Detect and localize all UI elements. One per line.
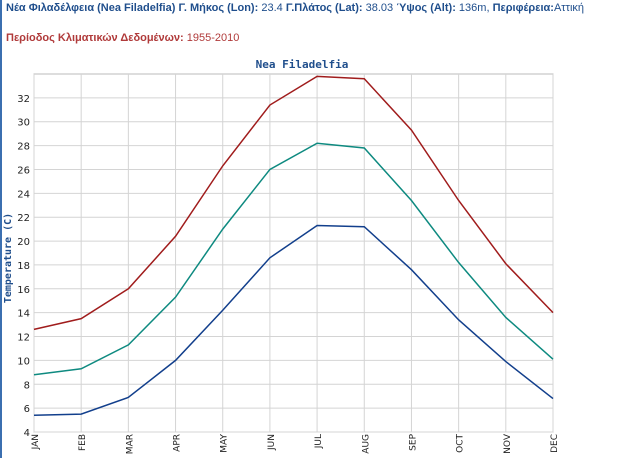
region: Αττική <box>553 2 585 14</box>
y-tick-label: 8 <box>24 380 30 391</box>
y-tick-label: 20 <box>17 237 30 248</box>
left-border <box>0 0 2 458</box>
y-tick-label: 28 <box>17 142 30 153</box>
temperature-line <box>33 75 554 331</box>
period-info: Περίοδος Κλιματικών Δεδομένων: 1955-2010 <box>6 32 239 44</box>
x-tick-label: SEP <box>408 433 418 450</box>
y-tick-label: 6 <box>24 404 30 415</box>
x-tick-label: DEC <box>550 434 560 453</box>
x-tick-label: NOV <box>503 433 513 454</box>
period-label: Περίοδος Κλιματικών Δεδομένων: <box>6 32 184 44</box>
lon-label: Γ. Μήκος (Lon): <box>178 2 259 14</box>
y-tick-label: 32 <box>17 94 30 105</box>
x-tick-label: MAR <box>125 434 135 454</box>
x-tick-label: AUG <box>361 434 371 454</box>
y-tick-label: 14 <box>17 309 30 320</box>
y-tick-label: 26 <box>17 165 30 176</box>
x-tick-label: JUN <box>267 434 277 451</box>
alt-label: Ύψος (Alt): <box>396 2 456 14</box>
y-tick-label: 12 <box>17 333 30 344</box>
temperature-line <box>33 142 554 376</box>
y-tick-label: 16 <box>17 285 30 296</box>
y-tick-label: 24 <box>17 189 30 200</box>
x-tick-label: MAY <box>220 434 230 453</box>
x-tick-label: APR <box>173 434 183 452</box>
y-tick-label: 10 <box>17 356 30 367</box>
y-tick-label: 18 <box>17 261 30 272</box>
alt: 136m, <box>458 2 490 14</box>
plot-area <box>33 73 554 433</box>
y-tick-label: 4 <box>24 428 30 439</box>
x-tick-label: JAN <box>31 434 41 450</box>
region-label: Περιφέρεια: <box>492 2 554 14</box>
location: Νέα Φιλαδέλφεια (Nea Filadelfia) <box>6 2 176 14</box>
station-info: Νέα Φιλαδέλφεια (Nea Filadelfia) Γ. Μήκο… <box>6 2 584 14</box>
temperature-line <box>33 224 554 417</box>
lat: 38.03 <box>365 2 394 14</box>
chart-title: Nea Filadelfia <box>256 58 349 71</box>
x-tick-label: FEB <box>78 434 88 451</box>
y-tick-label: 30 <box>17 118 30 129</box>
x-tick-label: OCT <box>456 434 466 453</box>
period: 1955-2010 <box>186 32 240 44</box>
lat-label: Γ.Πλάτος (Lat): <box>285 2 363 14</box>
y-axis-label: Temperature (C) <box>3 213 14 303</box>
x-tick-label: JUL <box>314 434 324 449</box>
lon: 23.4 <box>261 2 283 14</box>
y-tick-label: 22 <box>17 213 30 224</box>
